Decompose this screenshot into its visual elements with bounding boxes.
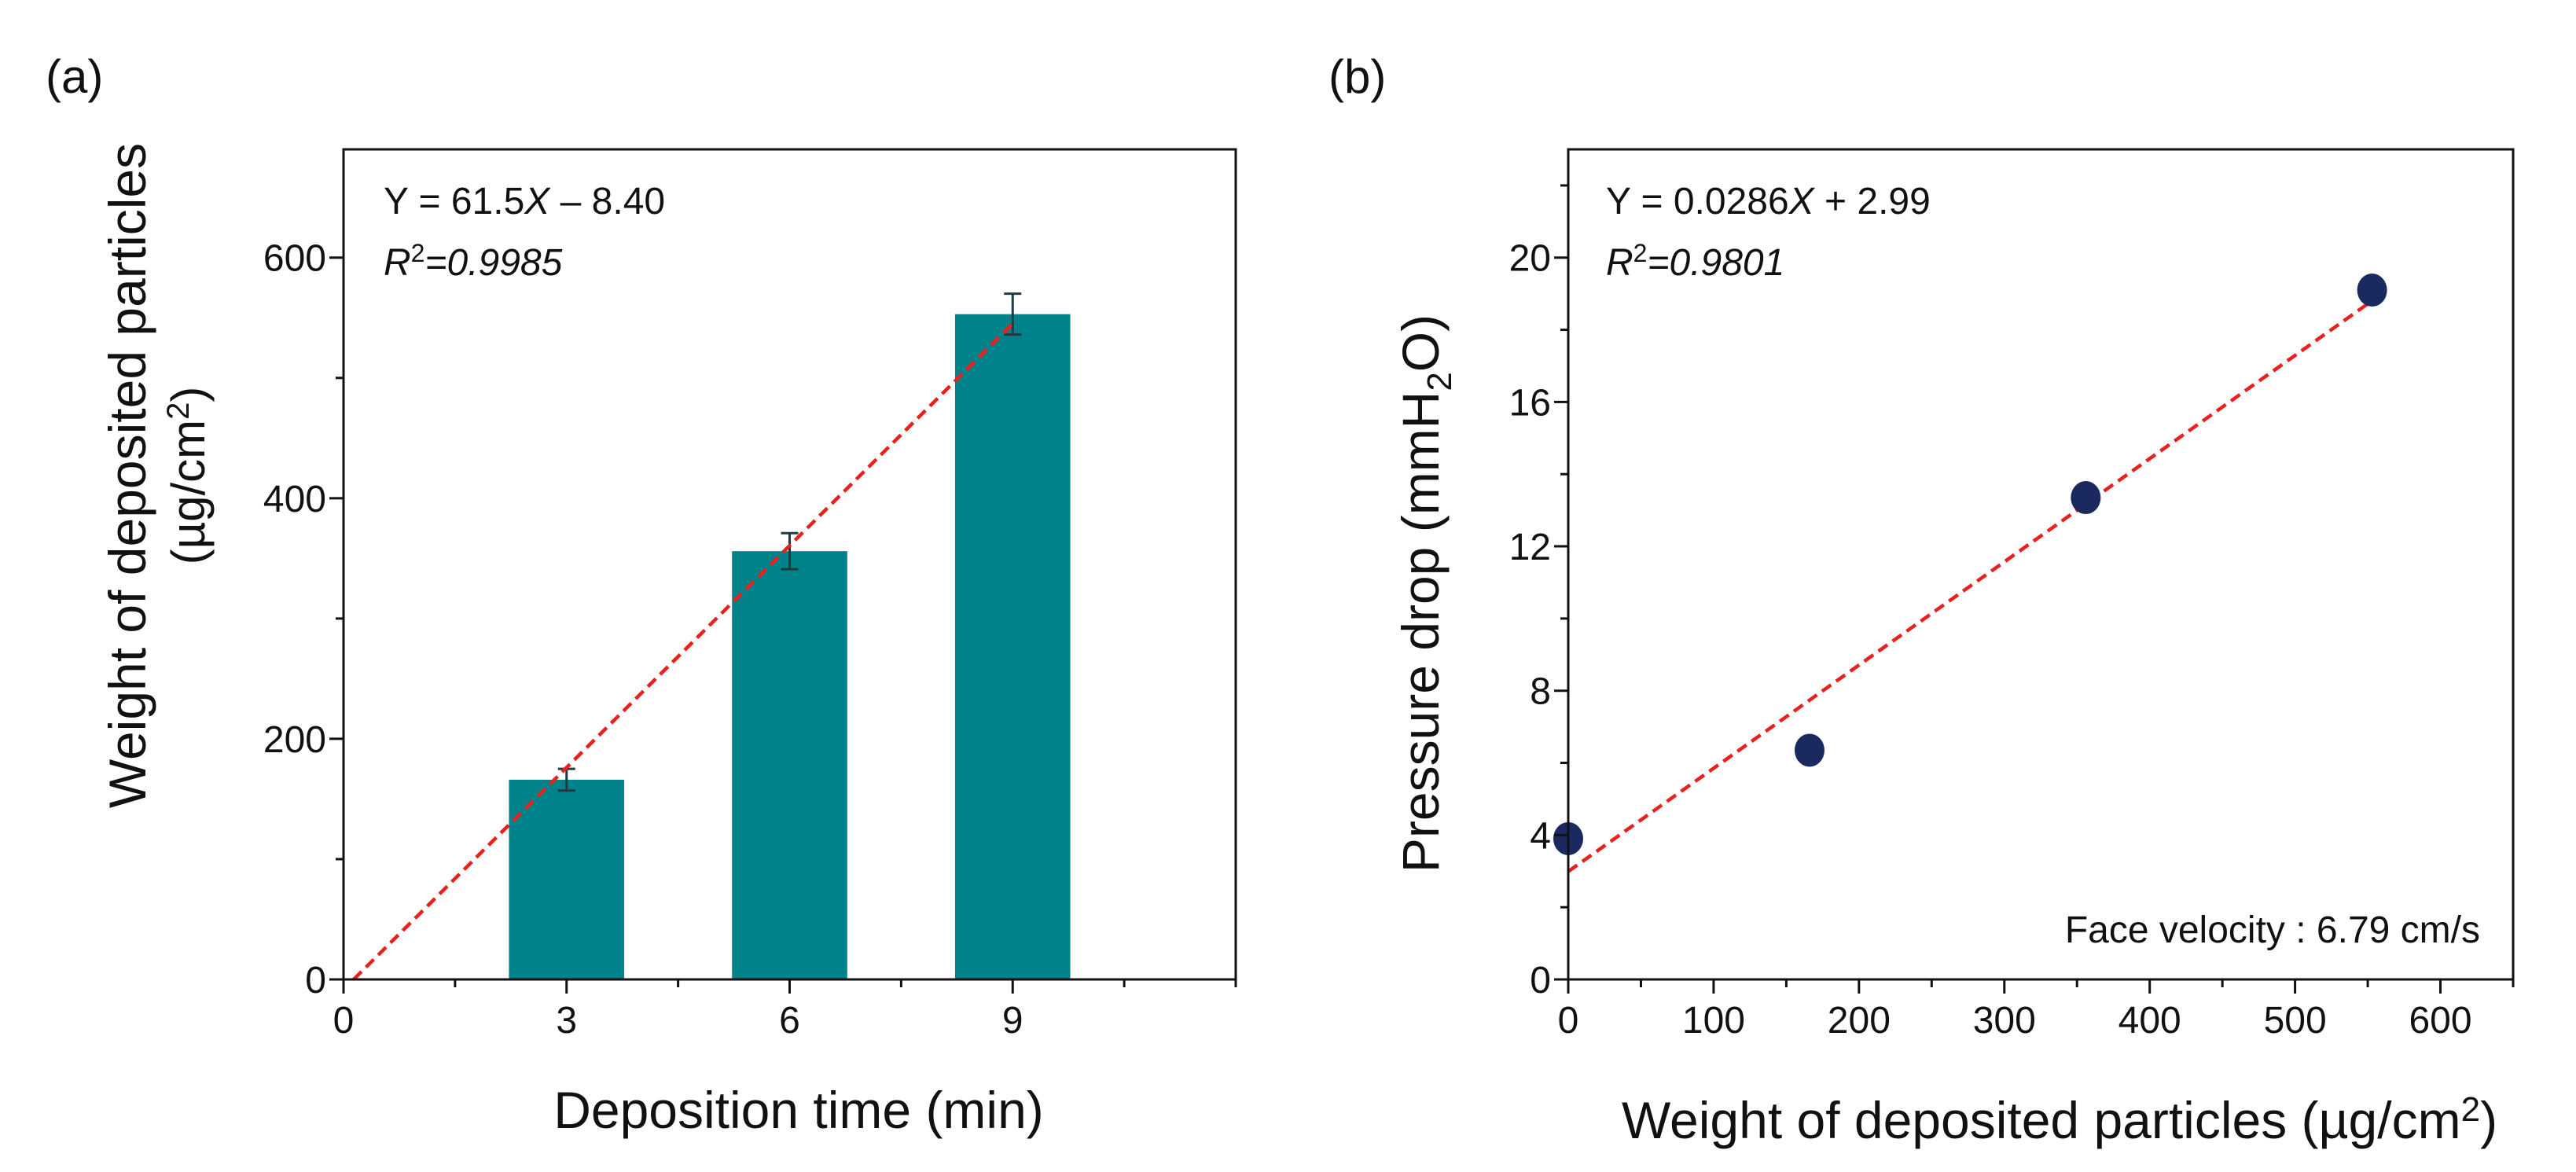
- r-squared-b: R2=0.9801: [1606, 239, 1784, 284]
- fit-line-b: [1567, 299, 2373, 873]
- equation-a: Y = 61.5X – 8.40: [384, 181, 665, 222]
- chart-a: 0 3 6 9 0 200 400 600 Y = 61.5X – 8.40 R2=0.998…: [98, 143, 1237, 1139]
- fit-line-a: [352, 322, 1014, 981]
- bar-series: [509, 314, 1071, 979]
- bar-9-min: [954, 314, 1071, 979]
- bar-3-min: [509, 779, 625, 979]
- ticks-a: [329, 256, 1237, 994]
- y-axis-title-a-line1: Weight of deposited particles: [98, 143, 156, 808]
- y-tick-label: 0: [305, 960, 326, 1001]
- plot-frame-b: [1567, 148, 2515, 981]
- data-point: [2357, 274, 2387, 307]
- x-axis-title-b: Weight of deposited particles (µg/cm2): [1622, 1090, 2497, 1149]
- x-tick-label: 0: [1558, 1000, 1579, 1042]
- tick-labels-a: 0 3 6 9 0 200 400 600: [263, 238, 1023, 1042]
- bar-6-min: [732, 551, 847, 979]
- y-tick-label: 16: [1509, 382, 1551, 424]
- x-tick-label: 0: [333, 1000, 355, 1042]
- y-tick-label: 400: [263, 479, 326, 520]
- chart-b: 0 100 200 300 400 500 600 0 4 8 12 16 20 Y = 0.0286X…: [1391, 148, 2515, 1149]
- x-tick-label: 300: [1973, 1000, 2036, 1042]
- y-tick-label: 20: [1509, 238, 1551, 280]
- x-tick-label: 9: [1002, 1000, 1023, 1042]
- r-squared-a: R2=0.9985: [384, 239, 563, 284]
- y-axis-title-a-line2: (µg/cm2): [161, 387, 215, 565]
- y-tick-label: 12: [1509, 527, 1551, 568]
- x-tick-label: 100: [1682, 1000, 1745, 1042]
- ticks-b: [1554, 184, 2515, 994]
- y-tick-label: 0: [1530, 960, 1551, 1001]
- x-tick-label: 500: [2264, 1000, 2327, 1042]
- x-axis-title-a: Deposition time (min): [553, 1081, 1044, 1139]
- x-tick-label: 200: [1828, 1000, 1891, 1042]
- data-point: [2071, 481, 2101, 515]
- x-tick-label: 400: [2118, 1000, 2181, 1042]
- x-tick-label: 600: [2409, 1000, 2471, 1042]
- y-tick-label: 8: [1530, 671, 1551, 713]
- x-tick-label: 6: [779, 1000, 800, 1042]
- error-bar-series: [557, 292, 1022, 792]
- y-tick-label: 4: [1530, 815, 1551, 857]
- x-tick-label: 3: [556, 1000, 577, 1042]
- data-point: [1794, 733, 1825, 767]
- face-velocity-annotation: Face velocity : 6.79 cm/s: [2065, 909, 2480, 951]
- y-tick-label: 200: [263, 719, 326, 761]
- panel-label-a: (a): [46, 50, 103, 103]
- equation-b: Y = 0.0286X + 2.99: [1606, 181, 1931, 222]
- point-series: [1553, 274, 2387, 855]
- tick-labels-b: 0 100 200 300 400 500 600 0 4 8 12 16 20: [1509, 238, 2472, 1042]
- y-axis-title-b: Pressure drop (mmH2O): [1391, 314, 1459, 873]
- y-tick-label: 600: [263, 238, 326, 280]
- panel-label-b: (b): [1328, 50, 1386, 103]
